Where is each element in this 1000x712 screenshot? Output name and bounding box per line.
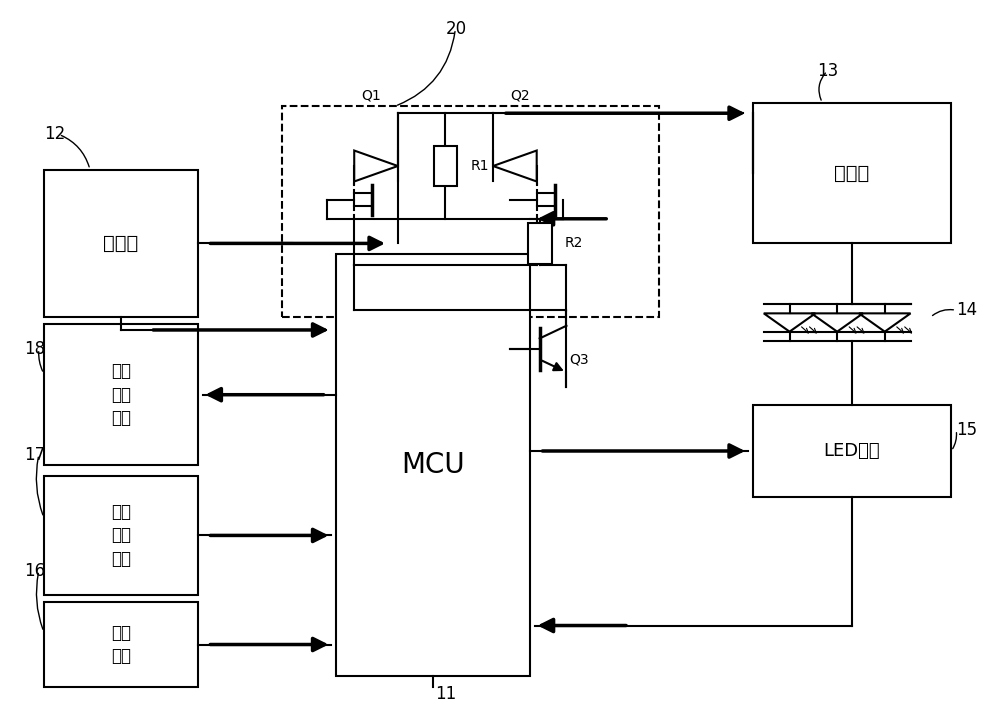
Text: 电池板: 电池板 — [103, 234, 138, 253]
Bar — [753, 103, 951, 244]
Text: 20: 20 — [445, 20, 467, 38]
Bar — [44, 169, 198, 318]
Text: 12: 12 — [44, 125, 65, 143]
Text: 15: 15 — [956, 421, 977, 439]
Bar — [528, 223, 552, 264]
Text: 17: 17 — [24, 446, 45, 464]
Text: 18: 18 — [24, 340, 45, 358]
Bar — [434, 145, 457, 187]
Text: MCU: MCU — [401, 451, 465, 479]
Bar — [282, 106, 659, 318]
Text: 雷达
感应: 雷达 感应 — [111, 624, 131, 665]
Text: 13: 13 — [817, 62, 839, 80]
Bar — [44, 476, 198, 595]
Text: 蓄电池: 蓄电池 — [834, 164, 870, 182]
Text: Q2: Q2 — [510, 89, 530, 103]
Bar — [753, 405, 951, 497]
Text: 红外
遥控
接收: 红外 遥控 接收 — [111, 503, 131, 568]
Text: 14: 14 — [956, 301, 977, 319]
Bar — [44, 325, 198, 465]
Text: Q3: Q3 — [569, 352, 589, 367]
Text: Q1: Q1 — [361, 89, 381, 103]
Text: 11: 11 — [436, 685, 457, 703]
Bar — [336, 254, 530, 676]
Text: R2: R2 — [564, 236, 583, 251]
Text: 16: 16 — [24, 562, 45, 580]
Bar — [44, 602, 198, 686]
Text: R1: R1 — [470, 159, 489, 173]
Text: LED驱动: LED驱动 — [824, 442, 880, 460]
Text: 电池
信息
显示: 电池 信息 显示 — [111, 362, 131, 427]
